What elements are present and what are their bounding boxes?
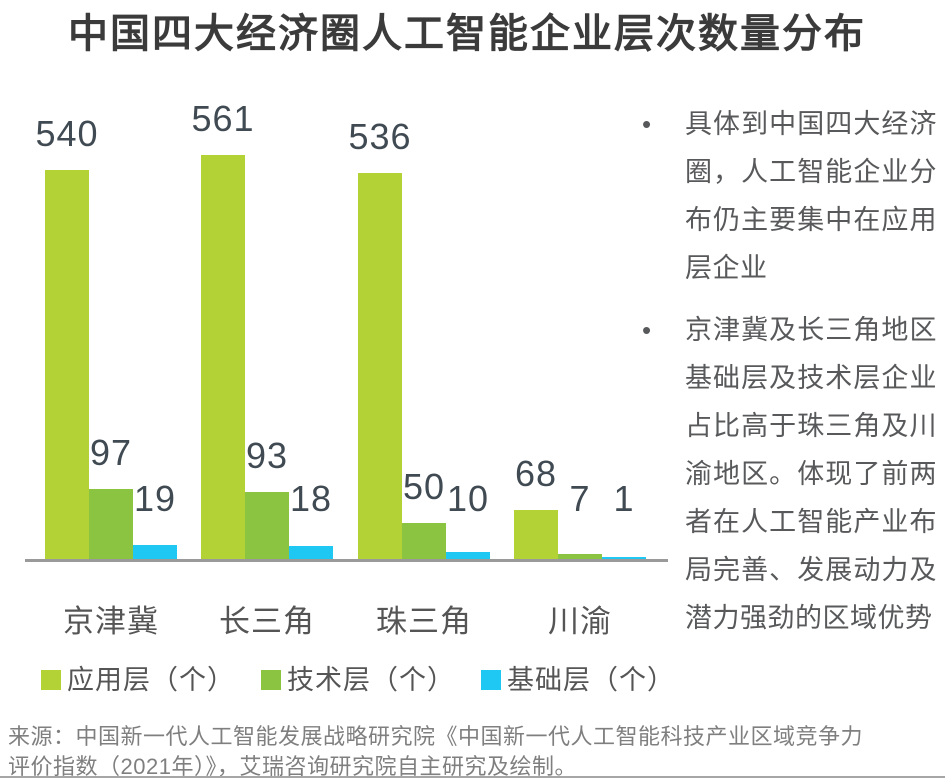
bar-value-label: 540 (35, 113, 99, 154)
bar-value-label: 97 (89, 432, 133, 473)
bar-珠三角-技术层（个） (402, 523, 446, 559)
bar-value-label: 93 (245, 435, 289, 476)
legend-label: 技术层（个） (287, 665, 455, 695)
bar-value-label: 19 (133, 478, 177, 519)
bar-value-label: 561 (191, 98, 255, 139)
insight-bullet-1: • 具体到中国四大经济圈，人工智能企业分布仍主要集中在应用层企业 (640, 100, 937, 292)
bar-京津冀-技术层（个） (89, 489, 133, 559)
bar-value-label: 18 (289, 478, 333, 519)
x-axis-line (25, 559, 668, 562)
bar-value-label: 536 (348, 116, 412, 157)
bar-川渝-技术层（个） (558, 554, 602, 559)
bottom-divider (0, 776, 945, 778)
bar-value-label: 7 (569, 478, 591, 519)
bar-珠三角-基础层（个） (446, 552, 490, 559)
chart-title: 中国四大经济圈人工智能企业层次数量分布 (68, 12, 866, 56)
legend-swatch-icon (481, 670, 501, 690)
x-axis-label-长三角: 长三角 (219, 604, 315, 639)
legend-item: 基础层（个） (481, 663, 675, 697)
x-axis-label-京津冀: 京津冀 (63, 604, 159, 639)
x-axis-label-川渝: 川渝 (548, 604, 612, 639)
chart-legend: 应用层（个） 技术层（个） 基础层（个） (41, 663, 675, 697)
legend-label: 基础层（个） (507, 665, 675, 695)
bar-川渝-应用层（个） (514, 510, 558, 559)
bullet-dot-icon: • (642, 109, 652, 139)
insight-text-1: 具体到中国四大经济圈，人工智能企业分布仍主要集中在应用层企业 (685, 109, 937, 283)
bar-京津冀-基础层（个） (133, 545, 177, 559)
x-axis-label-珠三角: 珠三角 (376, 604, 472, 639)
legend-swatch-icon (261, 670, 281, 690)
bar-value-label: 50 (402, 466, 446, 507)
bar-珠三角-应用层（个） (358, 173, 402, 559)
bar-value-label: 10 (446, 478, 490, 519)
bar-川渝-基础层（个） (602, 557, 646, 559)
insight-text-2: 京津冀及长三角地区基础层及技术层企业占比高于珠三角及川渝地区。体现了前两者在人工… (685, 315, 937, 633)
source-note: 来源：中国新一代人工智能发展战略研究院《中国新一代人工智能科技产业区域竞争力评价… (8, 724, 864, 779)
bar-chart-plot-area: 540 97 19 561 93 18 536 50 10 68 7 1 (0, 90, 675, 562)
bar-长三角-基础层（个） (289, 546, 333, 559)
bar-长三角-应用层（个） (201, 155, 245, 559)
insight-notes: • 具体到中国四大经济圈，人工智能企业分布仍主要集中在应用层企业 • 京津冀及长三角… (640, 100, 940, 656)
bar-value-label: 68 (514, 453, 558, 494)
legend-item: 技术层（个） (261, 663, 455, 697)
bullet-dot-icon: • (642, 315, 652, 345)
legend-swatch-icon (41, 670, 61, 690)
bar-京津冀-应用层（个） (45, 170, 89, 559)
legend-label: 应用层（个） (67, 665, 235, 695)
insight-bullet-2: • 京津冀及长三角地区基础层及技术层企业占比高于珠三角及川渝地区。体现了前两者在人… (640, 306, 937, 642)
bar-长三角-技术层（个） (245, 492, 289, 559)
legend-item: 应用层（个） (41, 663, 235, 697)
bar-value-label: 1 (613, 478, 635, 519)
